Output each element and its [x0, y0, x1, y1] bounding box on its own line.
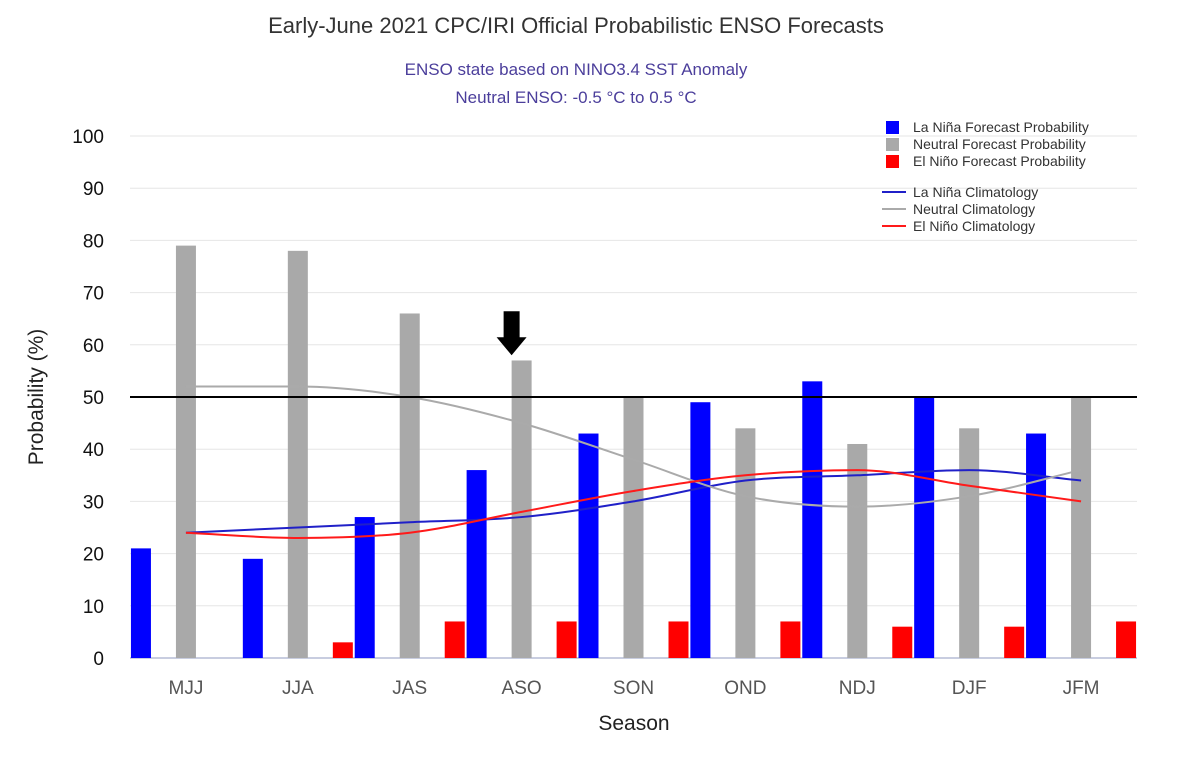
legend-swatch	[886, 121, 899, 134]
bar-la-aso	[466, 470, 487, 658]
x-axis-title: Season	[598, 712, 669, 735]
legend-swatch	[886, 155, 899, 168]
line-el-nino-climatology	[185, 469, 1082, 539]
x-tick-label: ASO	[502, 678, 542, 699]
bar-neutral-mjj	[175, 245, 196, 658]
y-tick-label: 70	[83, 284, 104, 305]
y-tick-label: 10	[83, 597, 104, 618]
legend-label: La Niña Forecast Probability	[913, 119, 1089, 135]
y-tick-label: 20	[83, 545, 104, 566]
bar-el-ndj	[892, 626, 913, 658]
x-tick-label: NDJ	[839, 678, 876, 699]
bar-la-jas	[354, 517, 375, 658]
bar-la-mjj	[130, 548, 151, 658]
bar-neutral-djf	[959, 428, 980, 658]
y-tick-label: 100	[72, 127, 104, 148]
bar-el-jja	[332, 642, 353, 658]
bar-la-ndj	[802, 381, 823, 658]
bar-neutral-jas	[399, 313, 420, 658]
legend-label: El Niño Climatology	[913, 218, 1035, 234]
legend-label: Neutral Forecast Probability	[913, 136, 1086, 152]
legend-swatch	[886, 138, 899, 151]
x-tick-label: JJA	[282, 678, 314, 699]
y-tick-label: 90	[83, 179, 104, 200]
y-tick-label: 0	[93, 649, 104, 670]
bar-la-djf	[914, 397, 935, 658]
chart-subtitle-line-1: ENSO state based on NINO3.4 SST Anomaly	[405, 60, 748, 79]
y-tick-label: 30	[83, 492, 104, 513]
x-tick-label: DJF	[952, 678, 987, 699]
bar-neutral-aso	[511, 360, 532, 658]
down-arrow-icon	[496, 311, 527, 356]
y-axis-title: Probability (%)	[25, 329, 48, 466]
bar-el-aso	[556, 621, 577, 658]
line-la-nina-climatology	[185, 469, 1082, 534]
chart-subtitle-line-2: Neutral ENSO: -0.5 °C to 0.5 °C	[455, 88, 696, 107]
x-tick-label: JAS	[392, 678, 427, 699]
bar-el-djf	[1004, 626, 1025, 658]
bar-el-ond	[780, 621, 801, 658]
bar-neutral-jja	[287, 250, 308, 658]
x-tick-label: SON	[613, 678, 654, 699]
legend-label: Neutral Climatology	[913, 201, 1035, 217]
x-tick-label: MJJ	[169, 678, 204, 699]
bars	[130, 245, 1137, 658]
bar-el-jfm	[1116, 621, 1137, 658]
bar-neutral-ond	[735, 428, 756, 658]
bar-neutral-ndj	[847, 443, 868, 658]
bar-neutral-jfm	[1071, 397, 1092, 658]
climatology-lines	[185, 385, 1082, 539]
bar-la-son	[578, 433, 599, 658]
x-tick-label: OND	[724, 678, 766, 699]
bar-la-jja	[242, 558, 263, 658]
x-axis-ticks: MJJ JJA JAS ASO SON OND NDJ DJF JFM	[169, 678, 1100, 699]
bar-el-son	[668, 621, 689, 658]
legend-label: La Niña Climatology	[913, 184, 1038, 200]
y-tick-label: 40	[83, 440, 104, 461]
bar-el-jas	[444, 621, 465, 658]
y-tick-label: 50	[83, 388, 104, 409]
bar-la-jfm	[1026, 433, 1047, 658]
y-axis-ticks: 0 10 20 30 40 50 60 70 80 90 100	[72, 127, 104, 670]
legend-label: El Niño Forecast Probability	[913, 153, 1086, 169]
chart-title: Early-June 2021 CPC/IRI Official Probabi…	[268, 13, 884, 38]
y-tick-label: 80	[83, 231, 104, 252]
x-tick-label: JFM	[1063, 678, 1100, 699]
y-tick-label: 60	[83, 336, 104, 357]
bar-la-ond	[690, 402, 711, 658]
line-neutral-climatology	[185, 385, 1082, 508]
bar-neutral-son	[623, 397, 644, 658]
annotation	[496, 311, 527, 356]
